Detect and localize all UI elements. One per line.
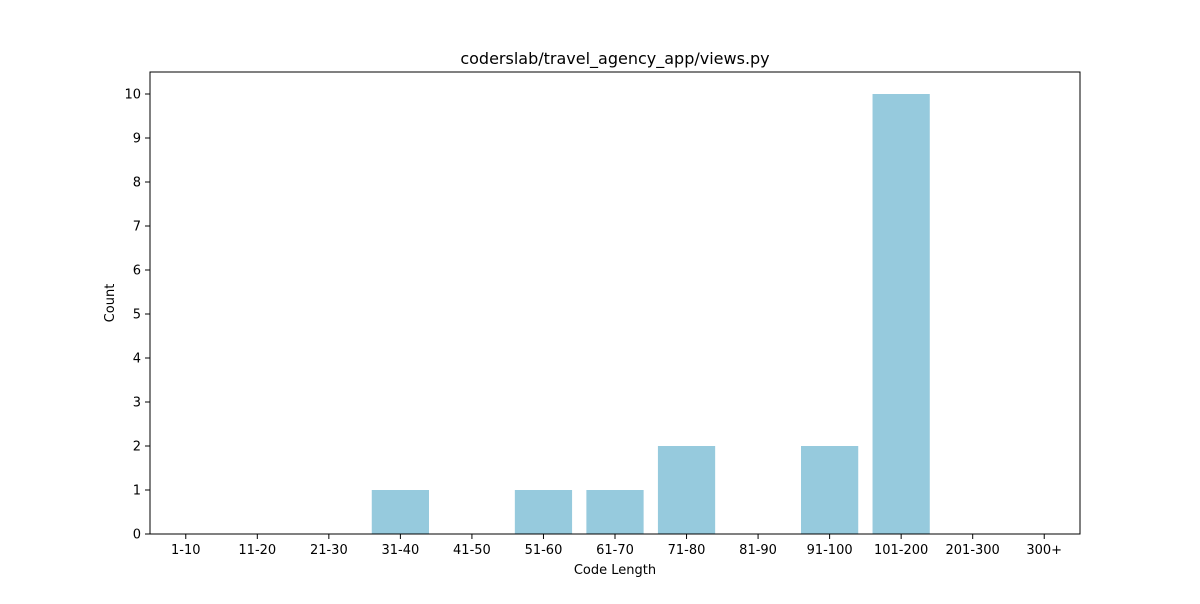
bar-71-80 <box>657 446 716 534</box>
x-axis: 1-10 11-20 21-30 31-40 41-50 51-60 61-70 71-80 8… <box>171 534 1062 558</box>
x-tick-label: 101-200 <box>874 543 928 558</box>
y-tick-label: 7 <box>133 220 141 235</box>
x-tick-label: 201-300 <box>946 543 1000 558</box>
x-tick-label: 61-70 <box>596 543 634 558</box>
bar-31-40 <box>371 490 429 534</box>
y-tick-label: 9 <box>133 132 141 147</box>
y-tick-label: 10 <box>124 88 141 103</box>
y-tick-label: 4 <box>133 352 141 367</box>
x-tick-label: 300+ <box>1026 543 1062 558</box>
y-axis: 0 1 2 3 4 5 6 7 8 9 10 <box>124 88 150 543</box>
bar-101-200 <box>872 94 930 534</box>
y-tick-label: 5 <box>133 308 141 323</box>
bars-layer <box>371 94 930 534</box>
x-tick-label: 21-30 <box>310 543 348 558</box>
x-tick-label: 81-90 <box>739 543 777 558</box>
x-tick-label: 71-80 <box>668 543 706 558</box>
x-axis-label: Code Length <box>574 563 656 578</box>
bar-91-100 <box>801 446 859 534</box>
y-tick-label: 8 <box>133 176 141 191</box>
y-tick-label: 2 <box>133 440 141 455</box>
x-tick-label: 31-40 <box>381 543 419 558</box>
y-tick-label: 6 <box>133 264 141 279</box>
x-tick-label: 41-50 <box>453 543 491 558</box>
y-tick-label: 1 <box>133 484 141 499</box>
x-tick-label: 91-100 <box>807 543 853 558</box>
bar-61-70 <box>586 490 644 534</box>
y-tick-label: 3 <box>133 396 141 411</box>
y-axis-label: Count <box>103 284 118 323</box>
chart-title: coderslab/travel_agency_app/views.py <box>460 49 769 69</box>
x-tick-label: 1-10 <box>171 543 201 558</box>
x-tick-label: 11-20 <box>238 543 276 558</box>
y-tick-label: 0 <box>133 528 141 543</box>
plot-frame <box>149 71 1081 535</box>
bar-51-60 <box>514 490 573 534</box>
x-tick-label: 51-60 <box>525 543 563 558</box>
